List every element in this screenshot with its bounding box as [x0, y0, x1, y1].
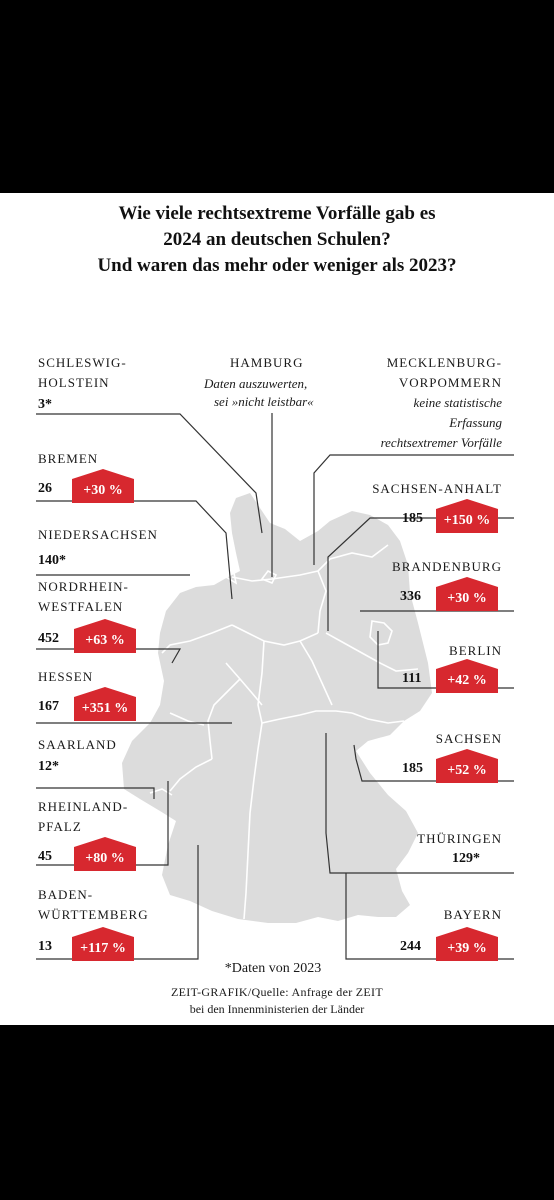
mecklenburg-notes: keine statistische Erfassung rechtsextre… — [381, 393, 502, 453]
sachsen-change-badge: +52 % — [436, 749, 498, 783]
bayern-value: 244 — [400, 939, 421, 954]
title-line-2: 2024 an deutschen Schulen? — [163, 229, 391, 250]
germany-outline — [122, 493, 432, 923]
label-hessen: HESSEN — [38, 669, 94, 684]
label-bremen: BREMEN — [38, 451, 99, 466]
rheinland-pfalz-name-2: PFALZ — [38, 819, 82, 834]
label-sachsen: SACHSEN — [435, 731, 502, 746]
mecklenburg-note-2: Erfassung — [449, 415, 502, 430]
rheinland-pfalz-change-badge: +80 % — [74, 837, 136, 871]
bayern-change-badge: +39 % — [436, 927, 498, 961]
sachsen-value: 185 — [402, 761, 423, 776]
sachsen-anhalt-change: +150 % — [436, 509, 498, 533]
hamburg-note-1: Daten auszuwerten, — [204, 376, 308, 391]
nrw-name-1: NORDRHEIN- — [38, 579, 129, 594]
saarland-value: 12* — [38, 759, 59, 774]
nrw-name-2: WESTFALEN — [38, 599, 124, 614]
label-thueringen: THÜRINGEN — [417, 831, 502, 846]
label-rheinland-pfalz: RHEINLAND- PFALZ — [38, 797, 128, 837]
label-baden-wuerttemberg: BADEN- WÜRTTEMBERG — [38, 885, 149, 925]
bremen-value: 26 — [38, 481, 52, 496]
hessen-value: 167 — [38, 699, 59, 714]
hessen-change-badge: +351 % — [74, 687, 136, 721]
footnote: *Daten von 2023 — [224, 961, 322, 976]
label-schleswig-holstein: SCHLESWIG- HOLSTEIN — [38, 353, 127, 393]
source-line-2: bei den Innenministerien der Länder — [189, 1002, 365, 1016]
source-line-1: ZEIT-GRAFIK/Quelle: Anfrage der ZEIT — [171, 985, 383, 999]
state-borders — [149, 544, 419, 920]
bw-name-1: BADEN- — [38, 887, 94, 902]
schleswig-holstein-value: 3* — [38, 397, 52, 412]
mecklenburg-note-3: rechtsextremer Vorfälle — [380, 435, 502, 450]
mecklenburg-note-1: keine statistische — [413, 395, 502, 410]
label-bayern: BAYERN — [443, 907, 502, 922]
thueringen-value: 129* — [452, 851, 480, 866]
label-berlin: BERLIN — [449, 643, 502, 658]
schleswig-holstein-name-2: HOLSTEIN — [38, 375, 110, 390]
bw-change-badge: +117 % — [72, 927, 134, 961]
hamburg-note-2: sei »nicht leistbar« — [214, 394, 314, 409]
nrw-change: +63 % — [74, 629, 136, 653]
nrw-change-badge: +63 % — [74, 619, 136, 653]
bw-value: 13 — [38, 939, 52, 954]
label-nordrhein-westfalen: NORDRHEIN- WESTFALEN — [38, 577, 129, 617]
nrw-value: 452 — [38, 631, 59, 646]
bw-name-2: WÜRTTEMBERG — [38, 907, 149, 922]
label-mecklenburg-vorpommern: MECKLENBURG- VORPOMMERN — [387, 353, 502, 393]
rheinland-pfalz-value: 45 — [38, 849, 52, 864]
label-brandenburg: BRANDENBURG — [392, 559, 502, 574]
title-line-3: Und waren das mehr oder weniger als 2023… — [97, 255, 457, 276]
title-line-1: Wie viele rechtsextreme Vorfälle gab es — [118, 203, 436, 224]
sachsen-change: +52 % — [436, 759, 498, 783]
label-hamburg: HAMBURG — [230, 355, 304, 370]
label-sachsen-anhalt: SACHSEN-ANHALT — [372, 481, 502, 496]
brandenburg-value: 336 — [400, 589, 421, 604]
mecklenburg-name-1: MECKLENBURG- — [386, 355, 502, 370]
brandenburg-change: +30 % — [436, 587, 498, 611]
infographic-card: Wie viele rechtsextreme Vorfälle gab es … — [0, 193, 554, 1025]
schleswig-holstein-name-1: SCHLESWIG- — [38, 355, 127, 370]
rheinland-pfalz-change: +80 % — [74, 847, 136, 871]
berlin-value: 111 — [402, 671, 422, 686]
bremen-change-badge: +30 % — [72, 469, 134, 503]
hessen-change: +351 % — [74, 697, 136, 721]
sachsen-anhalt-change-badge: +150 % — [436, 499, 498, 533]
bw-change: +117 % — [72, 937, 134, 961]
niedersachsen-value: 140* — [38, 553, 66, 568]
bayern-change: +39 % — [436, 937, 498, 961]
rheinland-pfalz-name-1: RHEINLAND- — [38, 799, 129, 814]
label-saarland: SAARLAND — [38, 737, 117, 752]
chart-title: Wie viele rechtsextreme Vorfälle gab es … — [0, 201, 554, 279]
berlin-change: +42 % — [436, 669, 498, 693]
bremen-change: +30 % — [72, 479, 134, 503]
berlin-change-badge: +42 % — [436, 659, 498, 693]
brandenburg-change-badge: +30 % — [436, 577, 498, 611]
sachsen-anhalt-value: 185 — [402, 511, 423, 526]
mecklenburg-name-2: VORPOMMERN — [398, 375, 502, 390]
label-niedersachsen: NIEDERSACHSEN — [38, 527, 158, 542]
